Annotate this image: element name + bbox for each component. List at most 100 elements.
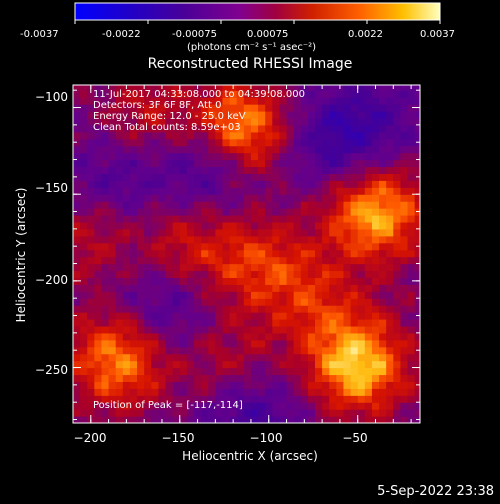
heatmap-cell [379, 208, 387, 216]
heatmap-cell [129, 332, 138, 341]
heatmap-cell [108, 256, 117, 265]
heatmap-cell [215, 319, 224, 327]
heatmap-cell [236, 270, 245, 278]
heatmap-cell [350, 173, 359, 181]
heatmap-cell [194, 339, 202, 348]
heatmap-cell [336, 332, 345, 341]
heatmap-cell [407, 180, 416, 188]
heatmap-cell [315, 312, 323, 320]
colorbar-tick-label: 0.0022 [348, 29, 383, 40]
heatmap-cell [208, 187, 216, 195]
heatmap-cell [336, 263, 345, 272]
heatmap-cell [414, 263, 420, 272]
heatmap-cell [265, 221, 273, 230]
heatmap-cell [115, 319, 124, 327]
heatmap-cell [122, 263, 131, 272]
heatmap-cell [336, 180, 345, 188]
heatmap-cell [243, 117, 252, 126]
heatmap-cell [357, 312, 366, 320]
heatmap-cell [315, 325, 323, 334]
heatmap-cell [357, 159, 366, 168]
heatmap-cell [172, 235, 181, 244]
heatmap-cell [350, 346, 359, 355]
heatmap-cell [315, 277, 323, 285]
heatmap-cell [364, 402, 373, 410]
heatmap-cell [172, 305, 181, 313]
heatmap-cell [80, 367, 88, 376]
heatmap-cell [393, 242, 402, 251]
heatmap-cell [272, 201, 281, 209]
heatmap-cell [208, 131, 216, 140]
heatmap-cell [407, 291, 416, 299]
heatmap-cell [279, 117, 288, 126]
heatmap-cell [371, 228, 380, 237]
heatmap-cell [215, 402, 224, 410]
heatmap-cell [208, 138, 216, 147]
heatmap-cell [208, 97, 216, 105]
heatmap-cell [137, 145, 145, 154]
heatmap-cell [80, 138, 88, 147]
heatmap-cell [129, 173, 138, 181]
heatmap-cell [357, 402, 366, 410]
heatmap-cell [243, 242, 252, 251]
heatmap-cell [137, 235, 145, 244]
heatmap-cell [343, 360, 352, 369]
heatmap-cell [258, 242, 266, 251]
heatmap-cell [129, 152, 138, 161]
heatmap-cell [137, 228, 145, 237]
heatmap-cell [336, 346, 345, 355]
heatmap-cell [129, 319, 138, 327]
heatmap-cell [194, 325, 202, 334]
heatmap-cell [258, 152, 266, 161]
heatmap-cell [215, 104, 224, 112]
heatmap-cell [329, 332, 337, 341]
heatmap-cell [258, 256, 266, 265]
heatmap-cell [400, 374, 409, 382]
x-tick-label: −150 [162, 431, 195, 445]
heatmap-cell [379, 152, 387, 161]
heatmap-cell [208, 395, 216, 403]
heatmap-cell [357, 256, 366, 265]
heatmap-cell [115, 256, 124, 265]
heatmap-cell [364, 339, 373, 348]
heatmap-cell [329, 111, 337, 119]
heatmap-cell [137, 388, 145, 396]
heatmap-cell [101, 152, 110, 161]
heatmap-cell [407, 305, 416, 313]
heatmap-cell [258, 339, 266, 348]
heatmap-cell [186, 332, 195, 341]
heatmap-cell [329, 117, 337, 126]
heatmap-cell [322, 360, 330, 369]
heatmap-cell [258, 277, 266, 285]
heatmap-cell [144, 173, 152, 181]
heatmap-cell [229, 131, 238, 140]
heatmap-cell [144, 138, 152, 147]
heatmap-cell [265, 332, 273, 341]
heatmap-cell [165, 221, 174, 230]
heatmap-cell [194, 152, 202, 161]
heatmap-cell [165, 152, 174, 161]
heatmap-cell [94, 201, 103, 209]
heatmap-cell [94, 145, 103, 154]
heatmap-cell [364, 97, 373, 105]
heatmap-cell [172, 263, 181, 272]
heatmap-cell [272, 194, 281, 202]
heatmap-cell [73, 339, 81, 348]
heatmap-cell [144, 360, 152, 369]
heatmap-cell [258, 90, 266, 98]
heatmap-cell [129, 187, 138, 195]
heatmap-cell [129, 90, 138, 98]
heatmap-cell [151, 339, 160, 348]
heatmap-cell [336, 360, 345, 369]
heatmap-cell [322, 152, 330, 161]
heatmap-cell [265, 374, 273, 382]
heatmap-cell [371, 145, 380, 154]
heatmap-cell [272, 395, 281, 403]
heatmap-cell [208, 235, 216, 244]
heatmap-cell [129, 416, 138, 423]
heatmap-cell [322, 249, 330, 258]
heatmap-cell [386, 256, 394, 265]
heatmap-cell [265, 325, 273, 334]
heatmap-cell [222, 277, 231, 285]
heatmap-cell [350, 284, 359, 292]
